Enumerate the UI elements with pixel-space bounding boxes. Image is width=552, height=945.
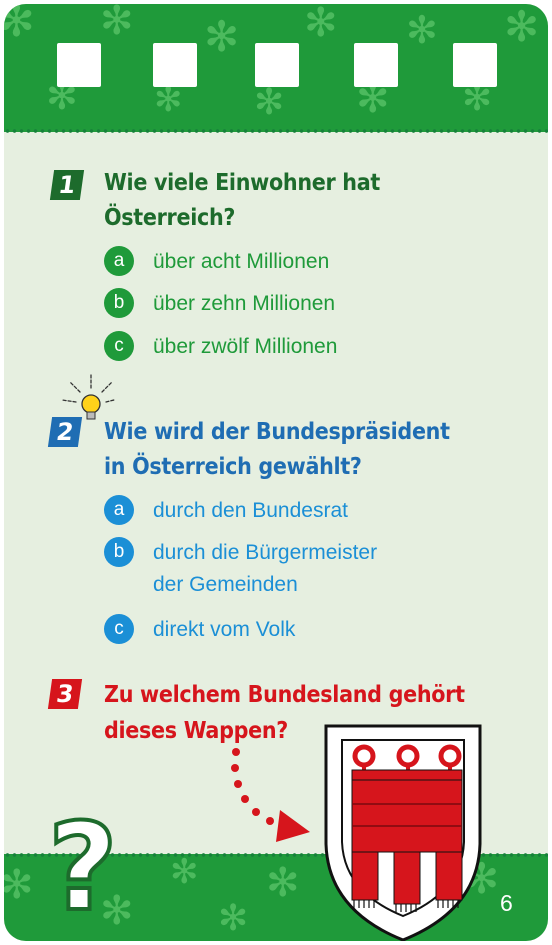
question-1-line1: Wie viele Einwohner hat	[104, 170, 380, 196]
edelweiss-icon: ✻	[406, 8, 438, 52]
lightbulb-icon	[61, 373, 115, 420]
dotted-divider-top	[4, 128, 548, 134]
edelweiss-icon: ✻	[4, 4, 35, 47]
edelweiss-icon: ✻	[304, 4, 338, 46]
option-badge[interactable]: b	[104, 537, 134, 567]
edelweiss-icon: ✻	[504, 4, 540, 51]
question-2-line2: in Österreich gewählt?	[104, 454, 362, 480]
option-badge[interactable]: a	[104, 495, 134, 525]
dotted-arrow-icon	[231, 748, 310, 842]
film-window	[453, 43, 497, 87]
question-number-badge: 3	[47, 679, 83, 709]
film-window	[354, 43, 398, 87]
top-band: ✻ ✻ ✻ ✻ ✻ ✻ ✻ ✻ ✻ ✻ ✻	[4, 4, 548, 132]
edelweiss-icon: ✻	[4, 862, 34, 908]
film-window	[57, 43, 101, 87]
edelweiss-icon: ✻	[100, 888, 134, 934]
option-badge[interactable]: a	[104, 246, 134, 276]
option-text[interactable]: direkt vom Volk	[153, 618, 296, 641]
edelweiss-icon: ✻	[204, 12, 240, 61]
option-text[interactable]: durch die Bürgermeister	[153, 541, 378, 564]
question-mark-icon: ?	[46, 799, 120, 938]
option-text[interactable]: über zwölf Millionen	[153, 335, 338, 358]
option-text[interactable]: über acht Millionen	[153, 250, 330, 273]
option-text-continued[interactable]: der Gemeinden	[153, 573, 298, 596]
option-badge[interactable]: c	[104, 331, 134, 361]
option-badge[interactable]: b	[104, 288, 134, 318]
edelweiss-icon: ✻	[100, 4, 134, 44]
edelweiss-icon: ✻	[266, 860, 300, 906]
film-window	[153, 43, 197, 87]
dotted-divider-bottom	[4, 852, 548, 858]
option-text[interactable]: über zehn Millionen	[153, 292, 336, 315]
page-number: 6	[500, 890, 513, 916]
question-number-badge: 2	[47, 417, 83, 447]
question-2-line1: Wie wird der Bundespräsident	[104, 419, 450, 445]
quiz-card: ✻ ✻ ✻ ✻ ✻ ✻ ✻ ✻ ✻ ✻ ✻ ✻ ✻ ✻ ✻ ✻ ✻ 1 Wie …	[4, 4, 548, 941]
option-text[interactable]: durch den Bundesrat	[153, 499, 348, 522]
coat-of-arms-icon	[324, 724, 482, 941]
question-1-line2: Österreich?	[104, 205, 236, 231]
edelweiss-icon: ✻	[218, 898, 249, 939]
question-number-badge: 1	[49, 170, 85, 200]
edelweiss-icon: ✻	[254, 82, 285, 123]
edelweiss-icon: ✻	[170, 852, 199, 892]
question-3-line1: Zu welchem Bundesland gehört	[104, 682, 465, 708]
option-badge[interactable]: c	[104, 614, 134, 644]
film-window	[255, 43, 299, 87]
question-3-line2: dieses Wappen?	[104, 718, 288, 744]
